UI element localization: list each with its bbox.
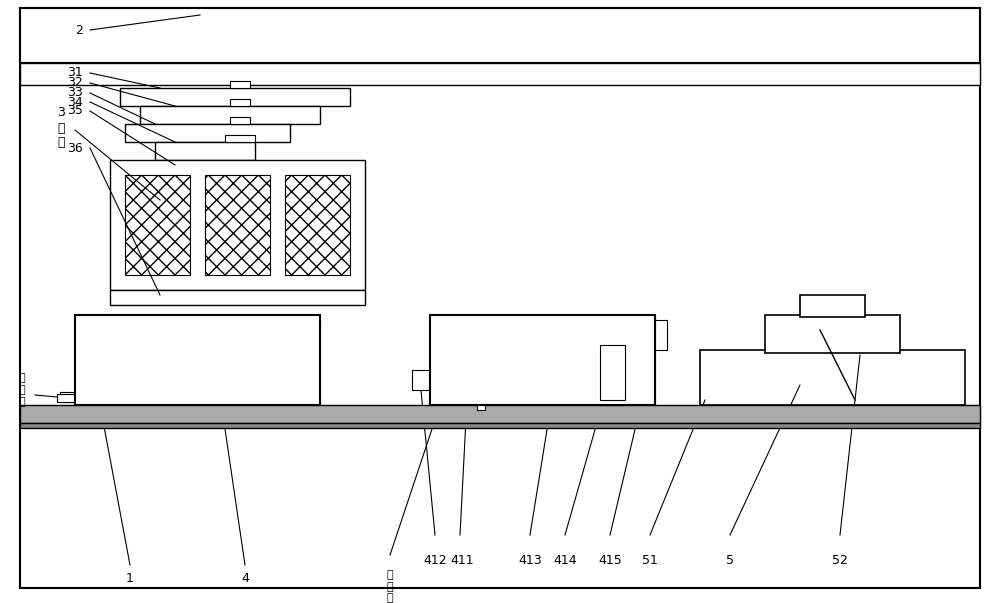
Text: 51: 51 — [642, 554, 658, 566]
Text: 4: 4 — [241, 572, 249, 584]
Bar — [125, 175, 190, 275]
Bar — [600, 345, 625, 400]
Bar — [655, 320, 667, 350]
Bar — [140, 106, 320, 124]
Bar — [230, 81, 250, 88]
Text: 411: 411 — [450, 554, 474, 566]
Bar — [75, 320, 110, 405]
Text: 密
封
塞: 密 封 塞 — [18, 373, 25, 406]
Bar — [700, 350, 965, 405]
Bar — [800, 295, 865, 317]
Text: 33: 33 — [67, 86, 83, 99]
Text: 3
滤
网: 3 滤 网 — [57, 107, 65, 150]
Bar — [430, 320, 460, 405]
Bar — [548, 370, 563, 390]
Text: 31: 31 — [67, 66, 83, 80]
Bar — [600, 345, 625, 400]
Text: 35: 35 — [67, 104, 83, 118]
Bar — [20, 8, 980, 63]
Text: 1: 1 — [126, 572, 134, 584]
Bar — [20, 423, 980, 428]
Bar — [205, 175, 270, 275]
Bar — [230, 99, 250, 106]
Polygon shape — [460, 390, 625, 405]
Bar — [110, 290, 365, 305]
Bar — [460, 323, 625, 405]
Bar — [460, 370, 475, 390]
Text: 414: 414 — [553, 554, 577, 566]
Polygon shape — [110, 390, 285, 405]
Bar — [477, 320, 485, 410]
Bar — [765, 315, 900, 353]
Text: 52: 52 — [832, 554, 848, 566]
Bar — [625, 320, 655, 405]
Bar — [125, 124, 290, 142]
Bar — [57, 394, 75, 402]
Text: 415: 415 — [598, 554, 622, 566]
Bar — [285, 320, 320, 405]
Bar — [60, 392, 75, 402]
Bar — [225, 135, 255, 142]
Bar — [110, 323, 285, 405]
Bar — [20, 405, 980, 423]
Text: 废
液
出
口: 废 液 出 口 — [387, 570, 393, 603]
Bar — [430, 315, 655, 323]
Bar — [120, 88, 350, 106]
Bar — [230, 117, 250, 124]
Bar — [285, 175, 350, 275]
Text: 413: 413 — [518, 554, 542, 566]
Text: 5: 5 — [726, 554, 734, 566]
Text: 34: 34 — [67, 95, 83, 109]
Text: 412: 412 — [423, 554, 447, 566]
Bar — [75, 315, 320, 323]
Text: 2: 2 — [75, 24, 83, 37]
Bar — [430, 315, 655, 405]
Bar — [110, 160, 365, 290]
Bar — [412, 370, 430, 390]
Bar — [20, 63, 980, 85]
Text: 32: 32 — [67, 77, 83, 89]
Bar — [75, 315, 320, 405]
Text: 36: 36 — [67, 142, 83, 154]
Bar — [155, 142, 255, 160]
